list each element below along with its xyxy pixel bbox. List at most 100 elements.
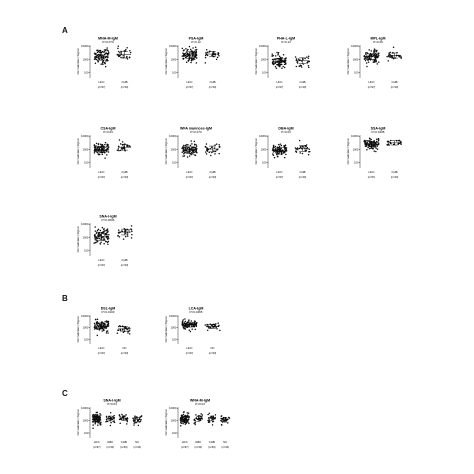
data-point: [374, 55, 377, 57]
data-point: [400, 143, 402, 145]
group-n-label: (n=97): [186, 175, 194, 179]
data-point: [105, 60, 107, 62]
data-point: [94, 413, 96, 416]
y-axis-label: Normalization Signal: [164, 48, 168, 74]
data-point: [274, 145, 277, 148]
data-point: [107, 332, 109, 334]
data-point: [119, 149, 122, 152]
plot-1: MNA-M-IgM P=0.079 Normalization Signal 100 1…: [76, 36, 140, 92]
data-point: [272, 151, 275, 153]
data-point: [117, 329, 120, 331]
data-point: [220, 415, 223, 417]
group-n-label: (n=30): [121, 351, 129, 355]
data-point: [305, 145, 307, 147]
plot-6: WFA mannose-IgM P=0.070 Normalization Sign…: [164, 126, 228, 182]
group-n-label: (n=30): [121, 85, 129, 89]
data-point: [195, 148, 197, 150]
data-point: [200, 413, 202, 415]
data-point: [104, 232, 107, 235]
data-point: [193, 58, 196, 60]
data-point: [213, 52, 215, 54]
data-point: [106, 228, 109, 230]
data-point: [106, 150, 108, 153]
data-point: [367, 61, 370, 63]
data-point: [377, 53, 379, 56]
data-point: [299, 64, 302, 67]
y-tick-label: 1000: [261, 147, 267, 151]
data-point: [389, 139, 392, 142]
data-point: [94, 149, 97, 152]
data-point: [307, 55, 310, 58]
data-point: [103, 242, 105, 245]
data-point: [280, 59, 282, 61]
data-point: [194, 53, 197, 55]
data-point: [368, 49, 370, 51]
data-point: [222, 417, 225, 420]
data-point: [211, 424, 214, 426]
data-point: [294, 56, 297, 58]
data-point: [120, 50, 122, 53]
p-value-label: P=0.0006: [102, 218, 115, 222]
data-point: [94, 238, 96, 241]
data-point: [195, 144, 197, 146]
data-point: [107, 146, 110, 148]
data-point: [276, 51, 278, 54]
y-tick-label: 100: [84, 249, 89, 253]
data-point: [119, 54, 121, 57]
y-tick-label: 1000: [171, 57, 177, 61]
data-point: [95, 239, 98, 241]
data-point: [190, 325, 193, 327]
data-point: [182, 326, 185, 329]
data-point: [195, 57, 198, 59]
data-point: [277, 155, 279, 158]
data-point: [187, 421, 189, 423]
data-point: [375, 140, 378, 143]
data-point: [94, 318, 97, 321]
group-label: HCC: [98, 80, 104, 84]
data-point: [374, 141, 377, 144]
data-point: [98, 53, 100, 56]
data-point: [99, 413, 101, 415]
data-point: [214, 150, 217, 152]
data-point: [279, 143, 282, 145]
group-n-label: (n=97): [186, 351, 194, 355]
data-point: [107, 51, 110, 54]
data-point: [100, 238, 102, 240]
data-point: [204, 62, 207, 64]
data-point: [106, 49, 109, 51]
data-point: [400, 56, 402, 58]
data-point: [95, 142, 98, 145]
group-label: CHB: [209, 440, 215, 444]
data-point: [296, 61, 298, 64]
plot-title: SSA-IgM: [371, 127, 386, 131]
data-point: [365, 62, 368, 64]
data-point: [100, 241, 102, 244]
group-label: CHB: [210, 170, 216, 174]
data-point: [102, 60, 105, 62]
data-point: [183, 144, 185, 147]
data-point: [96, 240, 99, 243]
data-point: [103, 232, 105, 235]
data-point: [106, 231, 109, 233]
data-point: [215, 323, 217, 325]
data-point: [217, 52, 220, 54]
data-point: [180, 416, 183, 418]
data-point: [124, 229, 127, 232]
data-point: [187, 146, 190, 149]
group-label: CHB: [122, 170, 128, 174]
data-point: [212, 418, 214, 420]
data-point: [111, 418, 114, 421]
data-point: [127, 332, 129, 334]
data-point: [101, 226, 104, 229]
data-point: [210, 146, 213, 148]
data-point: [119, 52, 121, 54]
y-axis-label: Normalization Signal: [164, 316, 168, 342]
data-point: [213, 326, 215, 329]
data-point: [195, 417, 198, 419]
group-n-label: (n=97): [93, 445, 101, 449]
data-point: [121, 141, 124, 143]
data-point: [279, 56, 282, 59]
data-point: [190, 140, 193, 142]
data-point: [208, 420, 210, 423]
data-point: [191, 143, 193, 145]
